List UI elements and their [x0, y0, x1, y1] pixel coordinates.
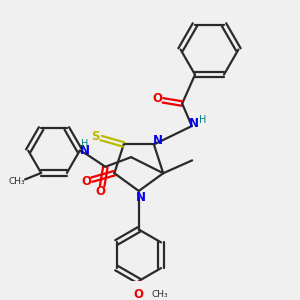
Text: N: N [80, 144, 89, 157]
Text: H: H [81, 139, 88, 149]
Text: CH₃: CH₃ [9, 176, 25, 185]
Text: O: O [134, 288, 144, 300]
Text: N: N [153, 134, 163, 147]
Text: N: N [135, 191, 146, 204]
Text: O: O [152, 92, 162, 105]
Text: H: H [200, 115, 207, 125]
Text: O: O [96, 185, 106, 198]
Text: O: O [81, 175, 91, 188]
Text: CH₃: CH₃ [152, 290, 168, 299]
Text: S: S [91, 130, 100, 143]
Text: N: N [188, 117, 198, 130]
